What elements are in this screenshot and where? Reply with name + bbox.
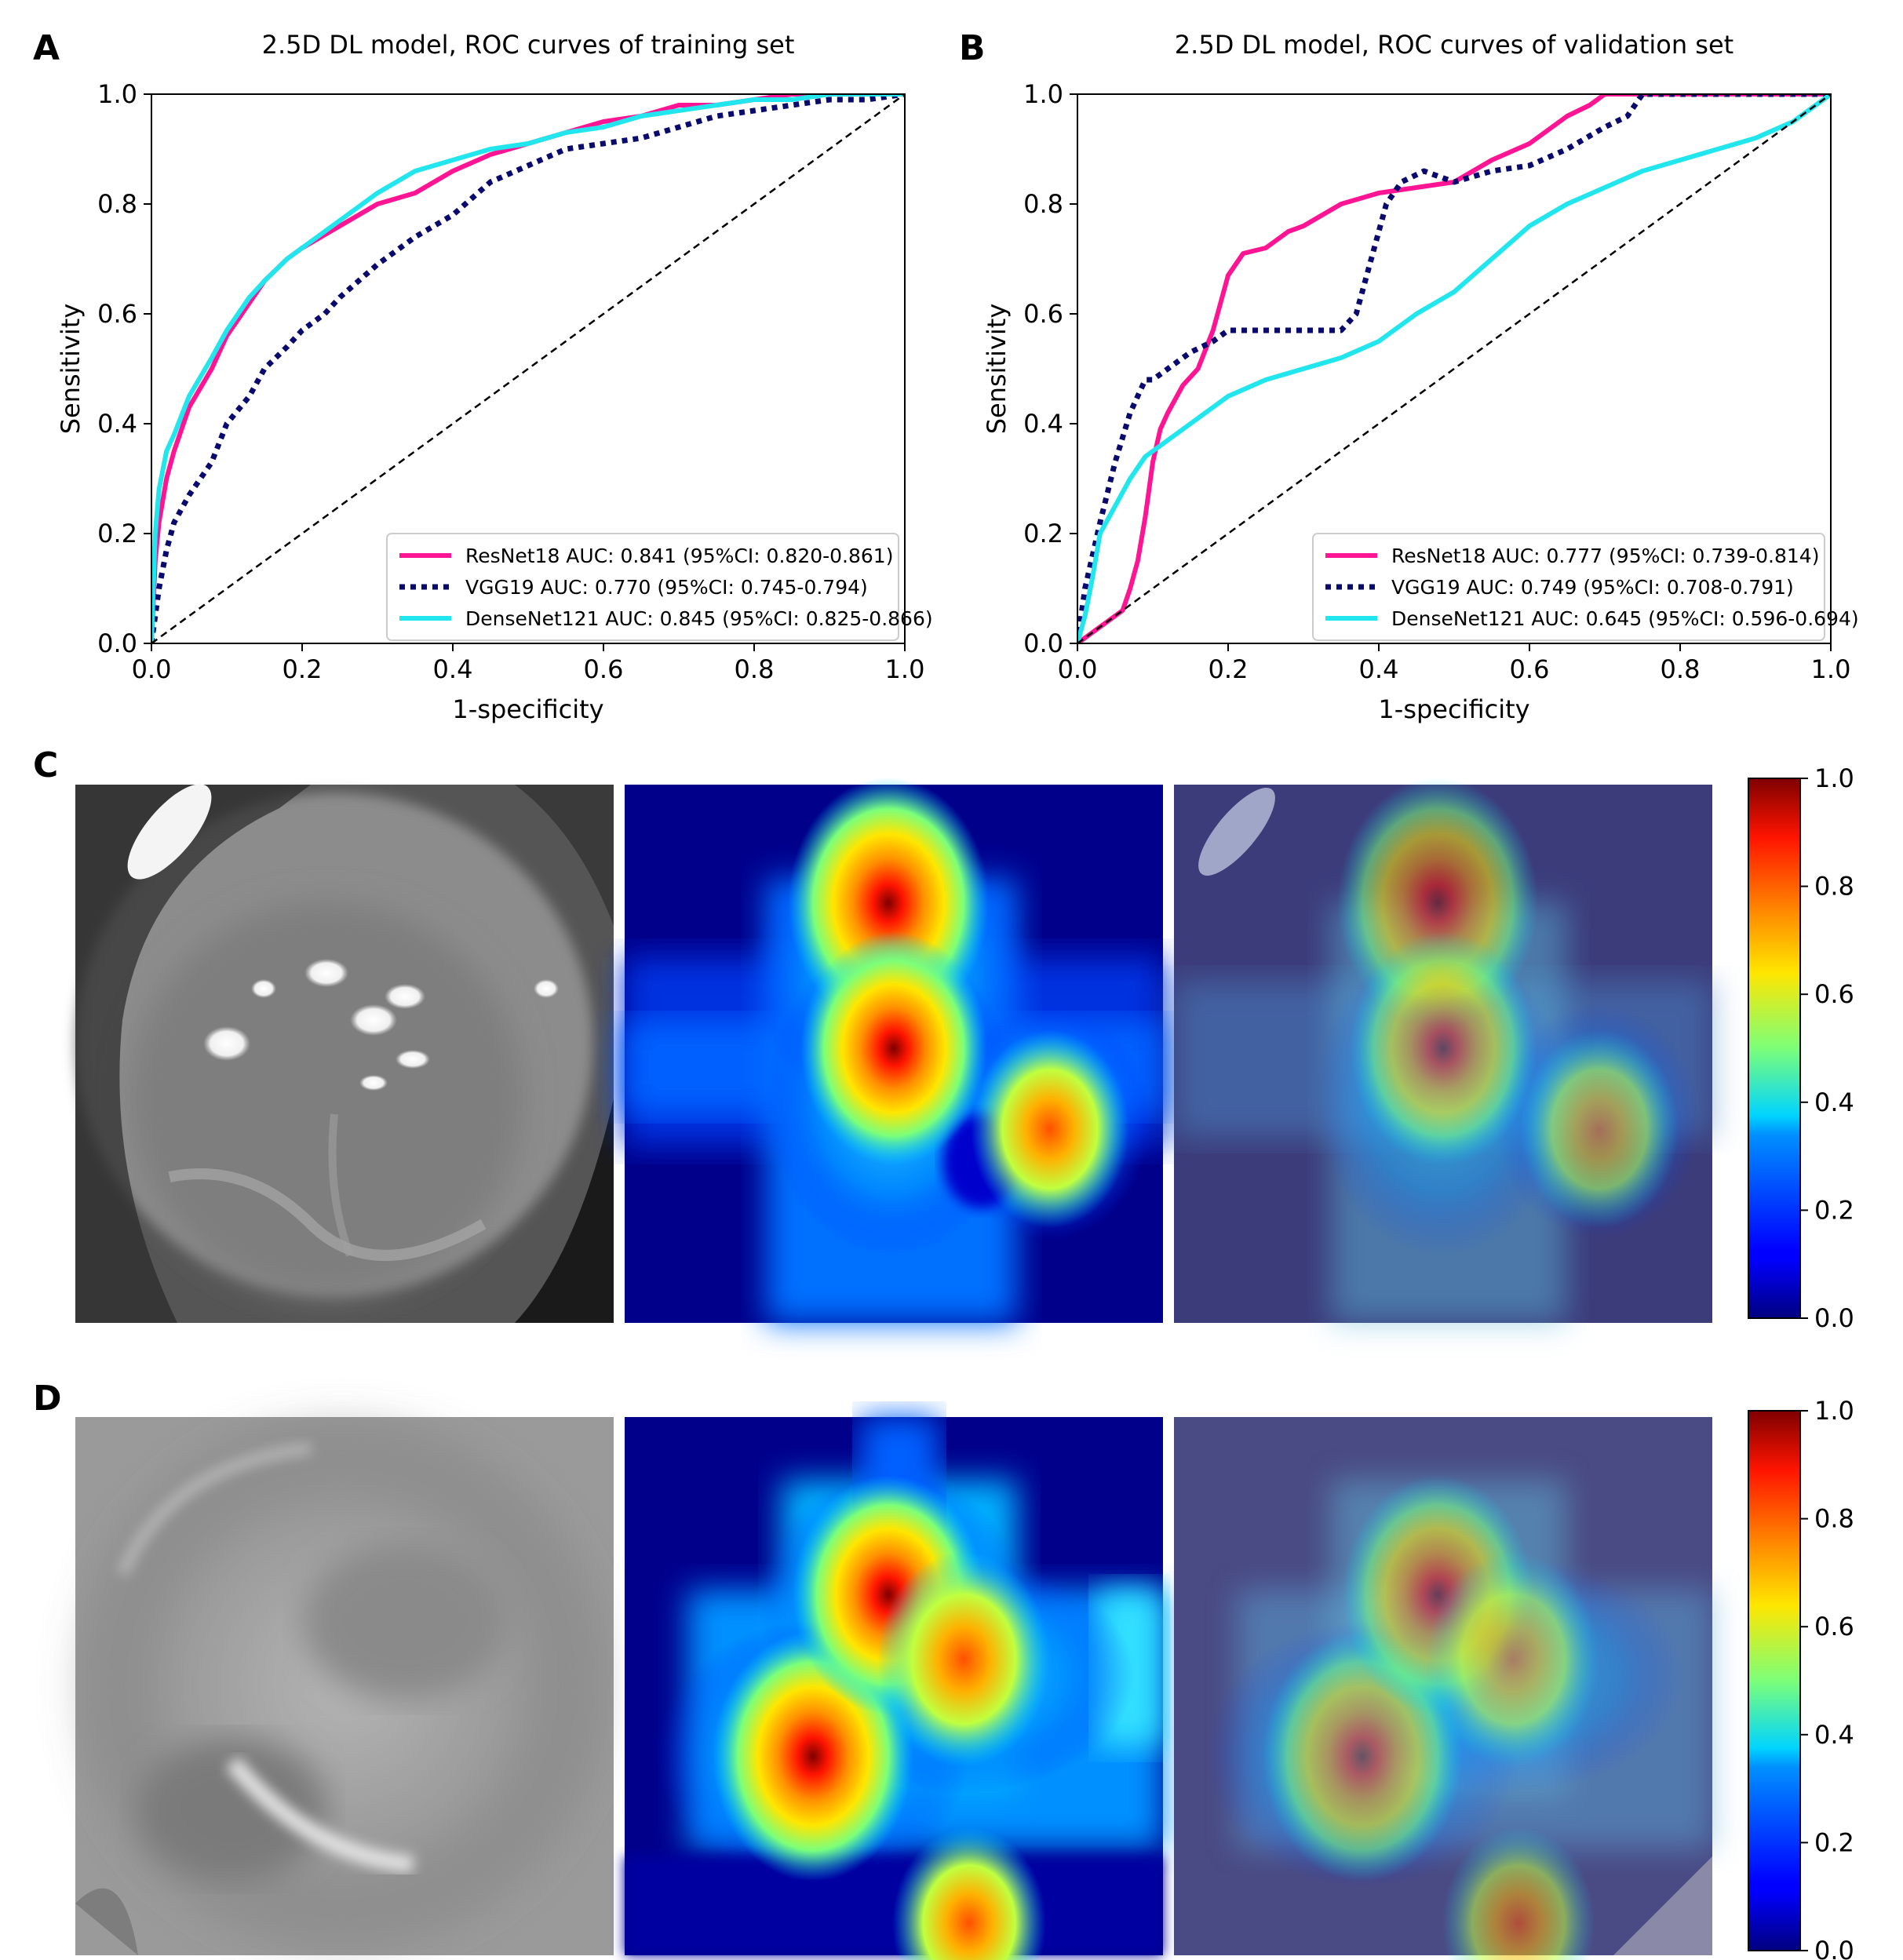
legend-b: ResNet18 AUC: 0.777 (95%CI: 0.739-0.814)… xyxy=(1312,533,1859,641)
y-tick-label: 0.4 xyxy=(1023,409,1063,439)
colorbar-tick-label: 0.6 xyxy=(1814,979,1854,1009)
colorbar-tick-label: 0.8 xyxy=(1814,872,1854,902)
legend-box xyxy=(1312,533,1825,641)
heatmap-d xyxy=(625,1417,1163,1960)
legend-entry: DenseNet121 AUC: 0.845 (95%CI: 0.825-0.8… xyxy=(465,607,933,630)
legend-entry: VGG19 AUC: 0.749 (95%CI: 0.708-0.791) xyxy=(1391,576,1794,599)
colorbar-tick-label: 0.2 xyxy=(1814,1195,1854,1225)
panel-letter-c: C xyxy=(33,745,58,785)
plot-area-a xyxy=(151,94,905,643)
y-tick-label: 1.0 xyxy=(1023,79,1063,109)
roc-curve-a-2 xyxy=(151,94,905,643)
panel-letter-a: A xyxy=(33,28,60,68)
hotspots-d xyxy=(713,1474,1051,1960)
x-axis-label-a: 1-specificity xyxy=(452,694,603,724)
x-axis-label-b: 1-specificity xyxy=(1378,694,1529,724)
roc-curve-b-0 xyxy=(1077,94,1831,643)
x-tick-label: 0.2 xyxy=(1209,654,1249,684)
x-tick-label: 0.4 xyxy=(433,654,473,684)
x-tick-label: 0.0 xyxy=(1058,654,1098,684)
colorbar-tick-label: 1.0 xyxy=(1814,763,1854,793)
heat-hotspot xyxy=(1427,1551,1600,1768)
legend-entry: ResNet18 AUC: 0.841 (95%CI: 0.820-0.861) xyxy=(465,545,893,567)
colorbar-tick-label: 0.0 xyxy=(1814,1936,1854,1960)
colorbar-c: 0.0 0.2 0.4 0.6 0.8 1.0 xyxy=(1748,763,1854,1333)
x-tick-label: 1.0 xyxy=(1811,654,1851,684)
roc-chart-training: 2.5D DL model, ROC curves of training se… xyxy=(56,30,933,724)
y-tick-label: 0.6 xyxy=(1023,299,1063,329)
colorbar-tick-label: 0.6 xyxy=(1814,1612,1854,1641)
x-tick-label: 0.8 xyxy=(1661,654,1701,684)
y-tick-label: 0.0 xyxy=(1023,628,1063,658)
colorbar-ticks-c: 0.0 0.2 0.4 0.6 0.8 1.0 xyxy=(1800,763,1854,1333)
y-axis-label-a: Sensitivity xyxy=(56,304,86,435)
heatmap-c xyxy=(625,777,1163,1323)
chance-diagonal-b xyxy=(1077,94,1831,643)
ct-image-d xyxy=(60,1401,625,1960)
plot-area-b xyxy=(1077,94,1831,643)
chart-title-b: 2.5D DL model, ROC curves of validation … xyxy=(1175,30,1733,60)
chance-diagonal-a xyxy=(151,94,905,643)
x-tick-label: 1.0 xyxy=(885,654,925,684)
y-tick-label: 0.6 xyxy=(97,299,137,329)
colorbar-tick-label: 1.0 xyxy=(1814,1396,1854,1426)
colorbar-tick-label: 0.2 xyxy=(1814,1827,1854,1857)
legend-box xyxy=(386,533,899,641)
overlay-hotspots-d xyxy=(1262,1474,1600,1960)
legend-entry: ResNet18 AUC: 0.777 (95%CI: 0.739-0.814) xyxy=(1391,545,1819,567)
colorbar-tick-label: 0.4 xyxy=(1814,1087,1854,1117)
colorbar-d: 0.0 0.2 0.4 0.6 0.8 1.0 xyxy=(1748,1396,1854,1960)
legend-entry: DenseNet121 AUC: 0.645 (95%CI: 0.596-0.6… xyxy=(1391,607,1859,630)
heat-hotspot xyxy=(892,1827,1046,1960)
overlay-d xyxy=(1174,1417,1712,1960)
x-tick-label: 0.8 xyxy=(735,654,775,684)
x-tick-label: 0.6 xyxy=(584,654,624,684)
y-tick-label: 0.0 xyxy=(97,628,137,658)
y-tick-label: 0.4 xyxy=(97,409,137,439)
y-tick-label: 0.2 xyxy=(1023,519,1063,548)
chart-title-a: 2.5D DL model, ROC curves of training se… xyxy=(262,30,795,60)
heat-hotspot xyxy=(877,1551,1051,1768)
overlay-hotspots-c xyxy=(1337,777,1679,1229)
ticks-a: 0.0 0.2 0.4 0.6 0.8 1.0 0.0 0.2 0.4 0.6 0.8 1.0 xyxy=(97,79,924,684)
colorbar-tick-label: 0.8 xyxy=(1814,1504,1854,1534)
panel-letter-b: B xyxy=(959,28,986,68)
panel-letter-d: D xyxy=(33,1379,62,1419)
axes-frame-b xyxy=(1077,93,1832,644)
axes-frame-a xyxy=(151,93,906,644)
y-axis-label-b: Sensitivity xyxy=(982,304,1012,435)
legend-a: ResNet18 AUC: 0.841 (95%CI: 0.820-0.861)… xyxy=(386,533,933,641)
y-tick-label: 0.2 xyxy=(97,519,137,548)
y-tick-label: 0.8 xyxy=(1023,189,1063,219)
colorbar-tick-label: 0.4 xyxy=(1814,1720,1854,1750)
overlay-c xyxy=(1174,777,1712,1323)
ct-image-c xyxy=(75,784,614,1323)
legend-entry: VGG19 AUC: 0.770 (95%CI: 0.745-0.794) xyxy=(465,576,868,599)
roc-chart-validation: 2.5D DL model, ROC curves of validation … xyxy=(982,30,1859,724)
roc-curve-b-1 xyxy=(1077,94,1831,643)
heat-hotspot xyxy=(800,931,987,1165)
heat-hotspot xyxy=(1350,931,1537,1165)
x-tick-label: 0.6 xyxy=(1510,654,1550,684)
heat-hotspot xyxy=(1442,1827,1595,1960)
heat-hotspot xyxy=(970,1029,1129,1229)
hotspots-c xyxy=(788,777,1129,1229)
colorbar-ticks-d: 0.0 0.2 0.4 0.6 0.8 1.0 xyxy=(1800,1396,1854,1960)
x-tick-label: 0.2 xyxy=(283,654,323,684)
ticks-b: 0.0 0.2 0.4 0.6 0.8 1.0 0.0 0.2 0.4 0.6 0.8 1.0 xyxy=(1023,79,1850,684)
x-tick-label: 0.4 xyxy=(1359,654,1399,684)
heat-hotspot xyxy=(1519,1029,1679,1229)
roc-curve-b-2 xyxy=(1077,94,1831,643)
colorbar-tick-label: 0.0 xyxy=(1814,1303,1854,1333)
y-tick-label: 0.8 xyxy=(97,189,137,219)
y-tick-label: 1.0 xyxy=(97,79,137,109)
x-tick-label: 0.0 xyxy=(132,654,172,684)
